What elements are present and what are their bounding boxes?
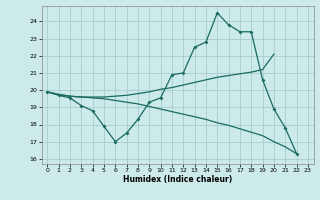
X-axis label: Humidex (Indice chaleur): Humidex (Indice chaleur) (123, 175, 232, 184)
